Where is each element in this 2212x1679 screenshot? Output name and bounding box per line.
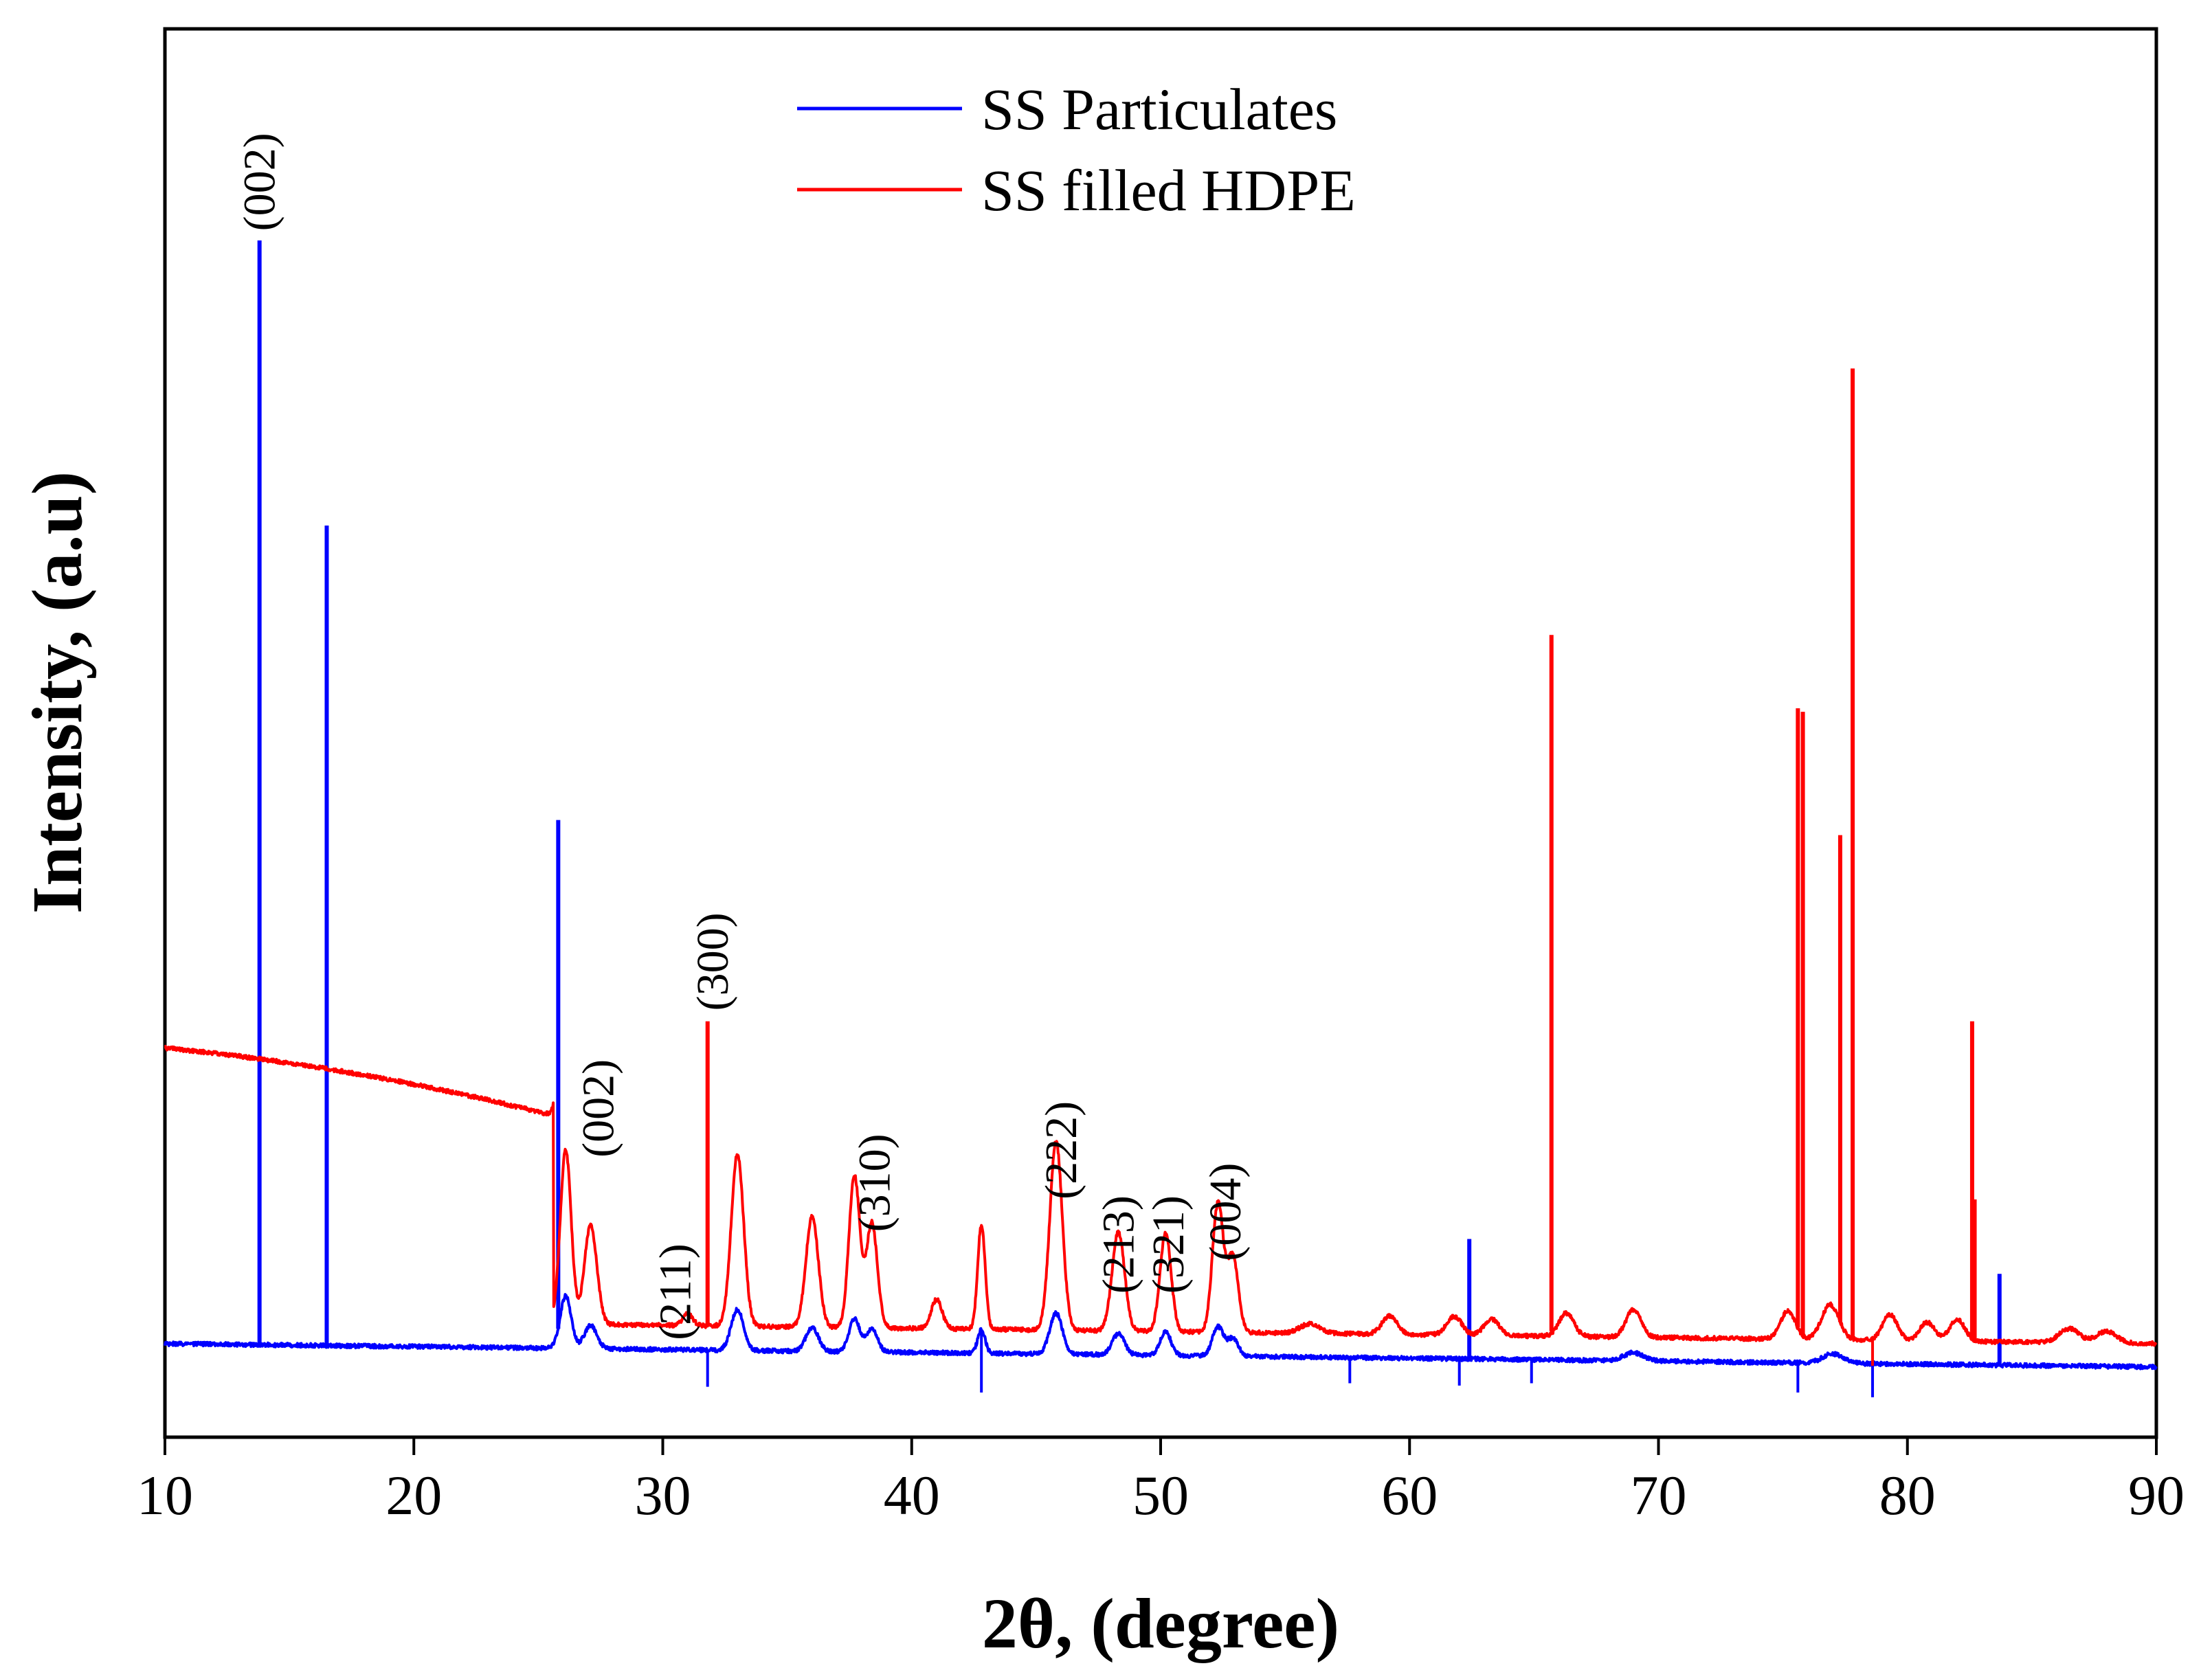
series-layer [164,240,2158,1397]
peak-label-7: (321) [1143,1195,1194,1294]
x-tick-label-60: 60 [1381,1464,1438,1526]
series-line-0 [164,1293,2158,1371]
series-ss-filled-hdpe [164,368,2158,1366]
x-axis-ticks: 10 20 30 40 50 60 70 80 90 [137,1437,2185,1526]
peak-label-4: (310) [849,1134,900,1232]
series-line-1 [164,1044,2158,1347]
x-axis-title: 2θ, (degree) [982,1584,1339,1663]
y-axis-title: Intensity, (a.u) [18,471,97,914]
peak-label-6: (213) [1093,1195,1143,1294]
legend: SS Particulates SS filled HDPE [797,76,1356,223]
peak-label-1: (002) [573,1059,623,1158]
x-tick-label-20: 20 [386,1464,442,1526]
peak-annotations: (002) (002) (211) (300) (310) (222)(213) (321)… [235,133,1251,1340]
legend-label-ss-filled-hdpe: SS filled HDPE [981,157,1356,223]
x-tick-label-50: 50 [1132,1464,1189,1526]
peak-label-0: (002) [235,133,285,231]
x-tick-label-80: 80 [1879,1464,1936,1526]
peak-label-2: (211) [651,1243,701,1340]
peak-label-3: (300) [688,912,738,1011]
x-tick-label-90: 90 [2128,1464,2185,1526]
x-tick-label-70: 70 [1631,1464,1687,1526]
x-tick-label-30: 30 [635,1464,691,1526]
x-tick-label-40: 40 [884,1464,940,1526]
peak-label-5: (222) [1036,1101,1086,1199]
x-tick-label-10: 10 [137,1464,193,1526]
peak-label-8: (004) [1200,1163,1251,1261]
legend-label-ss-particulates: SS Particulates [981,76,1337,142]
